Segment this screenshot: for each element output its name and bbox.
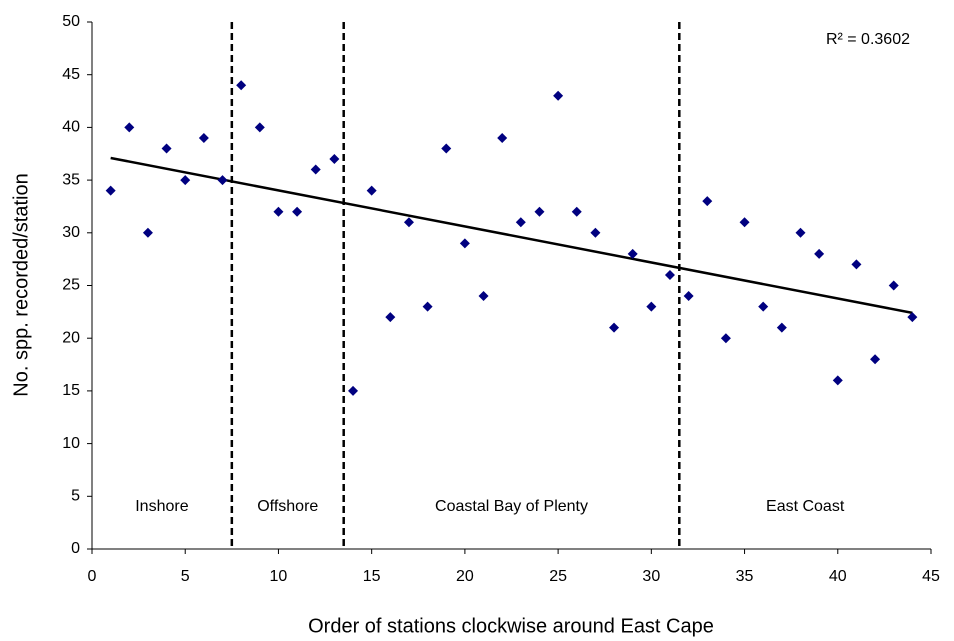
data-point: [236, 80, 247, 91]
data-point: [217, 175, 228, 186]
x-tick-label: 10: [270, 568, 288, 585]
data-point: [683, 291, 694, 302]
x-tick-label: 0: [88, 568, 97, 585]
y-tick-label: 45: [62, 66, 80, 83]
y-tick-label: 25: [62, 277, 80, 294]
data-point: [180, 175, 191, 186]
x-axis-title: Order of stations clockwise around East …: [308, 615, 714, 637]
data-point: [198, 132, 209, 143]
data-point: [814, 248, 825, 259]
y-tick-label: 0: [71, 540, 80, 557]
data-point: [310, 164, 321, 175]
data-point: [105, 185, 116, 196]
x-tick-label: 40: [829, 568, 847, 585]
region-label: Inshore: [135, 498, 188, 515]
data-point: [348, 385, 359, 396]
data-point: [142, 227, 153, 238]
x-tick-label: 20: [456, 568, 474, 585]
y-tick-label: 15: [62, 382, 80, 399]
data-point: [553, 90, 564, 101]
data-point: [366, 185, 377, 196]
y-tick-label: 5: [71, 488, 80, 505]
data-point: [254, 122, 265, 133]
data-point: [758, 301, 769, 312]
data-point: [329, 154, 340, 165]
x-tick-label: 5: [181, 568, 190, 585]
region-label: Coastal Bay of Plenty: [435, 498, 588, 515]
data-point: [292, 206, 303, 217]
y-tick-label: 40: [62, 119, 80, 136]
data-point: [403, 217, 414, 228]
y-tick-label: 20: [62, 329, 80, 346]
data-point: [571, 206, 582, 217]
y-tick-label: 50: [62, 13, 80, 30]
data-point: [515, 217, 526, 228]
y-tick-label: 10: [62, 435, 80, 452]
y-tick-label: 35: [62, 171, 80, 188]
data-point: [124, 122, 135, 133]
data-point: [627, 248, 638, 259]
data-point: [702, 196, 713, 207]
y-axis-title: No. spp. recorded/station: [10, 173, 32, 396]
data-point: [273, 206, 284, 217]
data-point: [832, 375, 843, 386]
data-point: [888, 280, 899, 291]
data-point: [870, 354, 881, 365]
data-point: [534, 206, 545, 217]
data-point: [776, 322, 787, 333]
x-tick-label: 30: [642, 568, 660, 585]
x-tick-label: 15: [363, 568, 381, 585]
data-point: [795, 227, 806, 238]
trendline: [110, 156, 913, 315]
data-point: [459, 238, 470, 249]
x-tick-label: 45: [922, 568, 940, 585]
data-point: [609, 322, 620, 333]
x-tick-label: 35: [736, 568, 754, 585]
region-label: Offshore: [257, 498, 318, 515]
data-point: [646, 301, 657, 312]
x-tick-label: 25: [549, 568, 567, 585]
data-point: [907, 312, 918, 323]
region-label: East Coast: [766, 498, 845, 515]
data-point: [720, 333, 731, 344]
data-point: [739, 217, 750, 228]
data-point: [664, 269, 675, 280]
y-tick-label: 30: [62, 224, 80, 241]
data-point: [441, 143, 452, 154]
data-point: [851, 259, 862, 270]
data-point: [497, 132, 508, 143]
data-point: [422, 301, 433, 312]
data-point: [478, 291, 489, 302]
data-point: [590, 227, 601, 238]
r-squared: R² = 0.3602: [826, 31, 910, 48]
data-point: [161, 143, 172, 154]
data-point: [385, 312, 396, 323]
